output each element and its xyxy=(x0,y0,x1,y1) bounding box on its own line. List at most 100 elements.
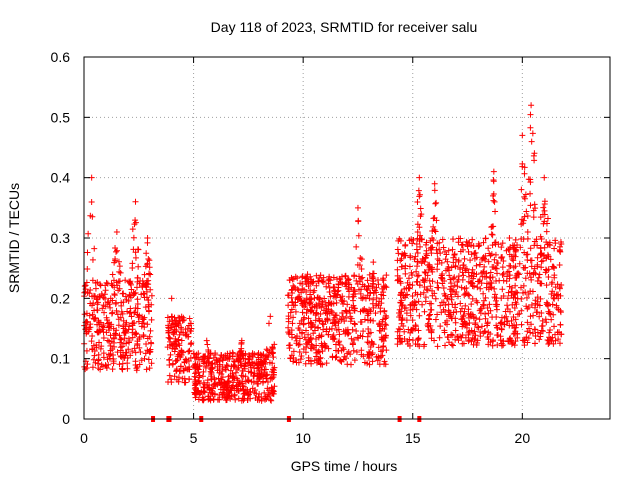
data-point xyxy=(369,275,376,282)
data-point xyxy=(133,365,140,372)
data-point xyxy=(182,326,189,333)
data-point xyxy=(106,338,113,345)
data-point xyxy=(364,360,371,367)
data-point xyxy=(177,324,184,331)
data-point xyxy=(523,208,530,215)
data-point xyxy=(480,269,487,276)
data-point xyxy=(402,270,409,277)
data-point xyxy=(366,352,373,359)
data-point xyxy=(170,331,177,338)
data-point xyxy=(143,341,150,348)
x-tick-label: 20 xyxy=(515,430,531,446)
data-point xyxy=(415,272,422,279)
data-point xyxy=(498,295,505,302)
data-point xyxy=(91,245,98,252)
data-point xyxy=(104,299,111,306)
data-point xyxy=(474,284,481,291)
data-point xyxy=(298,330,305,337)
data-point xyxy=(207,350,214,357)
data-point xyxy=(526,325,533,332)
data-point xyxy=(271,383,278,390)
data-point xyxy=(310,321,317,328)
data-point xyxy=(132,358,139,365)
data-point xyxy=(262,395,269,402)
data-point xyxy=(398,289,405,296)
data-point xyxy=(529,330,536,337)
data-point xyxy=(87,286,94,293)
data-point xyxy=(344,275,351,282)
data-point xyxy=(422,298,429,305)
data-point xyxy=(520,289,527,296)
data-point xyxy=(419,255,426,262)
data-point xyxy=(118,353,125,360)
data-point xyxy=(409,326,416,333)
data-point xyxy=(525,176,532,183)
data-point xyxy=(542,266,549,273)
data-point xyxy=(491,239,498,246)
data-point xyxy=(84,265,91,272)
data-point xyxy=(337,294,344,301)
data-point xyxy=(112,300,119,307)
data-point xyxy=(405,285,412,292)
data-point xyxy=(538,251,545,258)
data-point xyxy=(203,337,210,344)
data-point xyxy=(351,305,358,312)
data-point xyxy=(254,351,261,358)
data-point xyxy=(294,275,301,282)
data-point xyxy=(227,350,234,357)
data-point xyxy=(514,334,521,341)
data-point xyxy=(537,280,544,287)
data-point xyxy=(266,392,273,399)
data-point xyxy=(507,263,514,270)
data-point xyxy=(336,331,343,338)
data-point xyxy=(127,305,134,312)
data-point xyxy=(370,281,377,288)
data-point xyxy=(192,365,199,372)
data-point xyxy=(375,344,382,351)
data-point xyxy=(235,351,242,358)
data-point xyxy=(486,301,493,308)
data-point xyxy=(413,246,420,253)
data-point xyxy=(295,359,302,366)
data-point xyxy=(527,329,534,336)
data-point xyxy=(261,389,268,396)
data-point xyxy=(537,244,544,251)
data-point xyxy=(287,355,294,362)
data-point xyxy=(556,262,563,269)
data-point xyxy=(240,352,247,359)
data-point xyxy=(539,328,546,335)
data-point xyxy=(531,304,538,311)
data-point xyxy=(132,254,139,261)
data-point xyxy=(549,263,556,270)
data-point xyxy=(170,329,177,336)
data-point xyxy=(416,174,423,181)
data-point xyxy=(451,251,458,258)
data-point xyxy=(459,332,466,339)
data-point xyxy=(512,324,519,331)
data-point xyxy=(527,313,534,320)
data-point xyxy=(354,204,361,211)
data-point xyxy=(238,337,245,344)
data-point xyxy=(195,350,202,357)
data-point xyxy=(503,247,510,254)
data-point xyxy=(132,349,139,356)
data-point xyxy=(402,292,409,299)
data-point xyxy=(219,357,226,364)
data-point xyxy=(264,354,271,361)
data-point xyxy=(556,246,563,253)
data-point xyxy=(302,360,309,367)
data-point xyxy=(519,132,526,139)
data-point xyxy=(486,250,493,257)
data-point xyxy=(100,350,107,357)
data-point xyxy=(364,277,371,284)
data-point xyxy=(122,277,129,284)
data-point xyxy=(526,270,533,277)
data-point xyxy=(450,254,457,261)
data-point xyxy=(81,311,88,318)
data-point xyxy=(288,331,295,338)
data-point xyxy=(326,284,333,291)
data-point xyxy=(299,274,306,281)
data-point xyxy=(397,257,404,264)
data-point xyxy=(194,387,201,394)
data-point xyxy=(251,389,258,396)
